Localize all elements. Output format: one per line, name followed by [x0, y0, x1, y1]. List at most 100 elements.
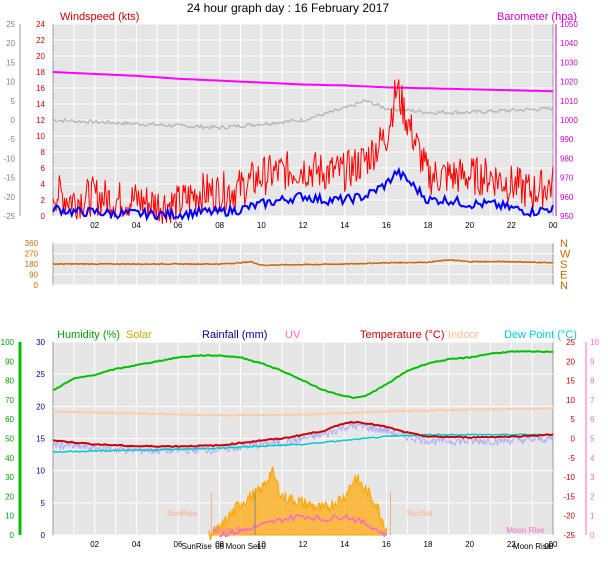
baro-y-tick-label: 1040 — [560, 39, 578, 48]
uv-y-tick-label: 3 — [590, 473, 595, 482]
x-moonset-label: Moon Set — [225, 542, 260, 551]
baro-y-tick-label: 960 — [560, 193, 574, 202]
uv-y-tick-label: 2 — [590, 492, 595, 501]
temp-y-tick-label: -25 — [563, 531, 575, 540]
moonrise-label: Moon Rise — [506, 526, 545, 535]
wind-outer-y-tick-label: -25 — [3, 212, 15, 221]
temp-y-tick-label: 0 — [571, 435, 576, 444]
x-tick-label: 14 — [340, 221, 349, 230]
x-tick-label: 00 — [549, 221, 558, 230]
humidity-y-tick-label: 40 — [5, 454, 14, 463]
wind-y-tick-label: 10 — [36, 132, 45, 141]
x-tick-label: 12 — [299, 221, 308, 230]
humidity-y-tick-label: 10 — [5, 512, 14, 521]
wind-outer-y-tick-label: 10 — [6, 78, 15, 87]
legend-uv: UV — [285, 329, 301, 341]
x-tick-label: 04 — [132, 540, 141, 549]
wind-y-tick-label: 14 — [36, 100, 45, 109]
wind-y-tick-label: 4 — [41, 180, 46, 189]
uv-y-tick-label: 4 — [590, 454, 595, 463]
legend-solar: Solar — [126, 329, 152, 341]
x-moonset-time-label: 10 — [257, 542, 266, 551]
baro-y-tick-label: 980 — [560, 154, 574, 163]
dir-y-tick-label: 0 — [34, 281, 39, 290]
temp-y-tick-label: 10 — [566, 396, 575, 405]
uv-y-tick-label: 5 — [590, 435, 595, 444]
wind-y-tick-label: 18 — [36, 68, 45, 77]
baro-y-tick-label: 1020 — [560, 78, 578, 87]
humidity-y-tick-label: 0 — [10, 531, 15, 540]
humidity-y-tick-label: 90 — [5, 357, 14, 366]
wind-y-tick-label: 24 — [36, 20, 45, 29]
wind-y-tick-label: 6 — [41, 164, 46, 173]
dir-y-tick-label: 360 — [25, 239, 39, 248]
compass-tick-label: N — [560, 238, 568, 250]
rain-y-tick-label: 5 — [41, 499, 46, 508]
x-tick-label: 16 — [382, 221, 391, 230]
x-moonrise-time-label: 00 — [544, 542, 553, 551]
wind-outer-y-tick-label: 15 — [6, 58, 15, 67]
panel-frames — [18, 23, 587, 536]
x-tick-label: 20 — [465, 221, 474, 230]
wind-y-tick-label: 2 — [41, 196, 46, 205]
temp-y-tick-label: 5 — [571, 415, 576, 424]
wind-outer-y-tick-label: 25 — [6, 20, 15, 29]
outer-scale-trace — [52, 99, 554, 131]
x-tick-label: 16 — [382, 540, 391, 549]
dir-y-tick-label: 180 — [25, 260, 39, 269]
wind-outer-y-tick-label: -20 — [3, 193, 15, 202]
wind-outer-y-tick-label: -15 — [3, 174, 15, 183]
rain-y-tick-label: 10 — [36, 467, 45, 476]
temp-y-tick-label: -15 — [563, 492, 575, 501]
rain-y-tick-label: 25 — [36, 370, 45, 379]
chart-title: 24 hour graph day : 16 February 2017 — [187, 1, 389, 15]
humidity-y-tick-label: 70 — [5, 396, 14, 405]
temp-y-tick-label: -20 — [563, 512, 575, 521]
uv-y-tick-label: 6 — [590, 415, 595, 424]
humidity-y-tick-label: 20 — [5, 492, 14, 501]
indoor-temperature-line — [53, 407, 553, 417]
x-tick-label: 02 — [90, 221, 99, 230]
baro-y-tick-label: 1000 — [560, 116, 578, 125]
temp-y-tick-label: 20 — [566, 357, 575, 366]
x-tick-label: 14 — [340, 540, 349, 549]
wind-y-tick-label: 12 — [36, 116, 45, 125]
wind-outer-y-tick-label: 20 — [6, 39, 15, 48]
x-tick-label: 06 — [174, 540, 183, 549]
baro-y-tick-label: 1030 — [560, 58, 578, 67]
compass-tick-label: W — [560, 249, 571, 261]
wind-y-tick-label: 8 — [41, 148, 46, 157]
x-tick-label: 22 — [507, 540, 516, 549]
temperature-line — [52, 420, 554, 448]
uv-y-tick-label: 10 — [590, 338, 599, 347]
wind-gust-line — [52, 79, 554, 225]
compass-tick-label: E — [560, 270, 567, 282]
rain-y-tick-label: 15 — [36, 435, 45, 444]
compass-tick-label: S — [560, 259, 567, 271]
data-series — [52, 71, 554, 541]
x-tick-label: 18 — [424, 221, 433, 230]
sunset-label: SunSet — [407, 509, 434, 518]
temp-y-tick-label: -5 — [568, 454, 576, 463]
uv-y-tick-label: 1 — [590, 512, 595, 521]
uv-y-tick-label: 0 — [590, 531, 595, 540]
x-tick-label: 04 — [132, 221, 141, 230]
x-tick-label: 10 — [257, 540, 266, 549]
sunrise-label: SunRise — [167, 509, 198, 518]
barometer-line — [52, 71, 554, 93]
dew-point-line — [52, 433, 554, 453]
wind-y-tick-label: 0 — [41, 212, 46, 221]
humidity-y-tick-label: 80 — [5, 377, 14, 386]
uv-y-tick-label: 8 — [590, 377, 595, 386]
rain-y-tick-label: 0 — [41, 531, 46, 540]
temp-y-tick-label: 25 — [566, 338, 575, 347]
wind-average-line — [52, 166, 554, 222]
solar-area — [208, 465, 387, 541]
x-sunrise-time-label: 08 — [215, 542, 224, 551]
x-tick-label: 22 — [507, 221, 516, 230]
compass-tick-label: N — [560, 280, 568, 292]
